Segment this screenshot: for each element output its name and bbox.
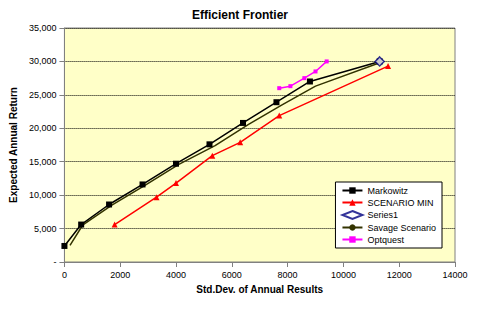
svg-text:Expected Annual Return: Expected Annual Return [8, 87, 19, 203]
svg-text:Markowitz: Markowitz [367, 186, 408, 196]
svg-text:25,000: 25,000 [29, 90, 57, 100]
svg-text:SCENARIO MIN: SCENARIO MIN [367, 198, 433, 208]
svg-text:-: - [53, 257, 56, 267]
svg-text:Series1: Series1 [367, 210, 398, 220]
svg-text:20,000: 20,000 [29, 123, 57, 133]
svg-text:6000: 6000 [222, 270, 242, 280]
svg-text:4000: 4000 [166, 270, 186, 280]
svg-text:30,000: 30,000 [29, 56, 57, 66]
svg-text:12000: 12000 [387, 270, 412, 280]
svg-text:15,000: 15,000 [29, 157, 57, 167]
svg-text:Efficient Frontier: Efficient Frontier [192, 8, 288, 22]
svg-text:35,000: 35,000 [29, 23, 57, 33]
svg-text:8000: 8000 [278, 270, 298, 280]
svg-text:Savage Scenario: Savage Scenario [367, 223, 436, 233]
svg-text:2000: 2000 [110, 270, 130, 280]
svg-text:14000: 14000 [442, 270, 467, 280]
svg-text:10000: 10000 [331, 270, 356, 280]
svg-text:5,000: 5,000 [34, 224, 57, 234]
svg-text:10,000: 10,000 [29, 190, 57, 200]
svg-text:Optquest: Optquest [367, 235, 404, 245]
svg-text:Std.Dev. of Annual Results: Std.Dev. of Annual Results [196, 284, 323, 295]
svg-text:0: 0 [62, 270, 67, 280]
